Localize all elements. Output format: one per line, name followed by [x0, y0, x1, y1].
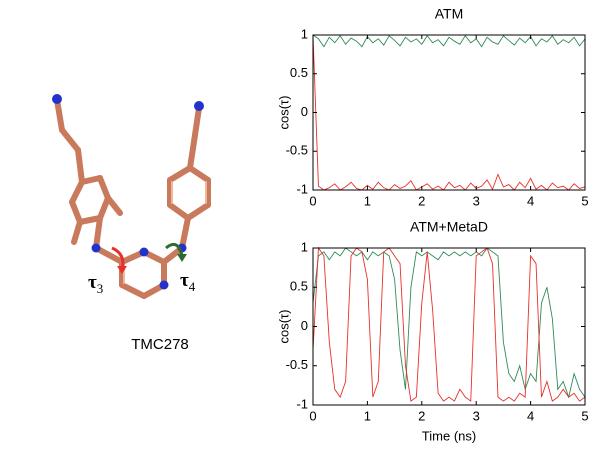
- x-tick-label: 0: [309, 408, 316, 423]
- chart-title: ATM: [435, 6, 464, 22]
- x-tick-label: 0: [309, 193, 316, 208]
- x-tick-label: 5: [581, 408, 588, 423]
- y-tick-label: 1: [301, 239, 308, 254]
- data-line: [312, 247, 586, 399]
- torsion-symbol: τ: [180, 270, 189, 291]
- y-tick-label: 0.5: [290, 65, 308, 80]
- arrow-head: [117, 266, 127, 274]
- bonds: [54, 97, 211, 299]
- arrow-head: [177, 254, 187, 262]
- y-axis-label: cos(τ): [276, 309, 291, 343]
- x-tick-label: 4: [527, 408, 534, 423]
- y-axis-label: cos(τ): [276, 95, 291, 129]
- molecule: τ3 τ4 TMC278: [52, 94, 211, 353]
- x-axis-label: Time (ns): [422, 428, 476, 443]
- y-tick-label: -1: [296, 396, 308, 411]
- x-tick-label: 1: [364, 408, 371, 423]
- torsion-subscript: 3: [97, 281, 104, 296]
- data-line: [312, 246, 586, 402]
- y-tick-label: 0.5: [290, 279, 308, 294]
- torsion-subscript: 4: [189, 279, 196, 294]
- x-tick-label: 5: [581, 193, 588, 208]
- y-tick-label: -0.5: [286, 357, 308, 372]
- molecule-label: TMC278: [131, 336, 189, 353]
- x-tick-label: 3: [473, 408, 480, 423]
- y-tick-label: 1: [301, 26, 308, 41]
- plot-frame: [312, 34, 586, 191]
- torsion-label: τ3: [88, 272, 103, 296]
- torsion-label: τ4: [180, 270, 196, 294]
- torsion-symbol: τ: [88, 272, 97, 293]
- y-tick-label: 0: [301, 318, 308, 333]
- x-tick-label: 4: [527, 193, 534, 208]
- x-tick-label: 2: [418, 193, 425, 208]
- y-tick-label: -1: [296, 181, 308, 196]
- x-tick-label: 3: [473, 193, 480, 208]
- data-line: [312, 34, 586, 48]
- torsion-arrow: [165, 242, 184, 257]
- y-tick-label: -0.5: [286, 143, 308, 158]
- x-tick-label: 1: [364, 193, 371, 208]
- y-tick-label: 0: [301, 104, 308, 119]
- chart-title: ATM+MetaD: [410, 219, 488, 235]
- plot-frame: [312, 247, 586, 406]
- x-tick-label: 2: [418, 408, 425, 423]
- data-line: [312, 34, 586, 191]
